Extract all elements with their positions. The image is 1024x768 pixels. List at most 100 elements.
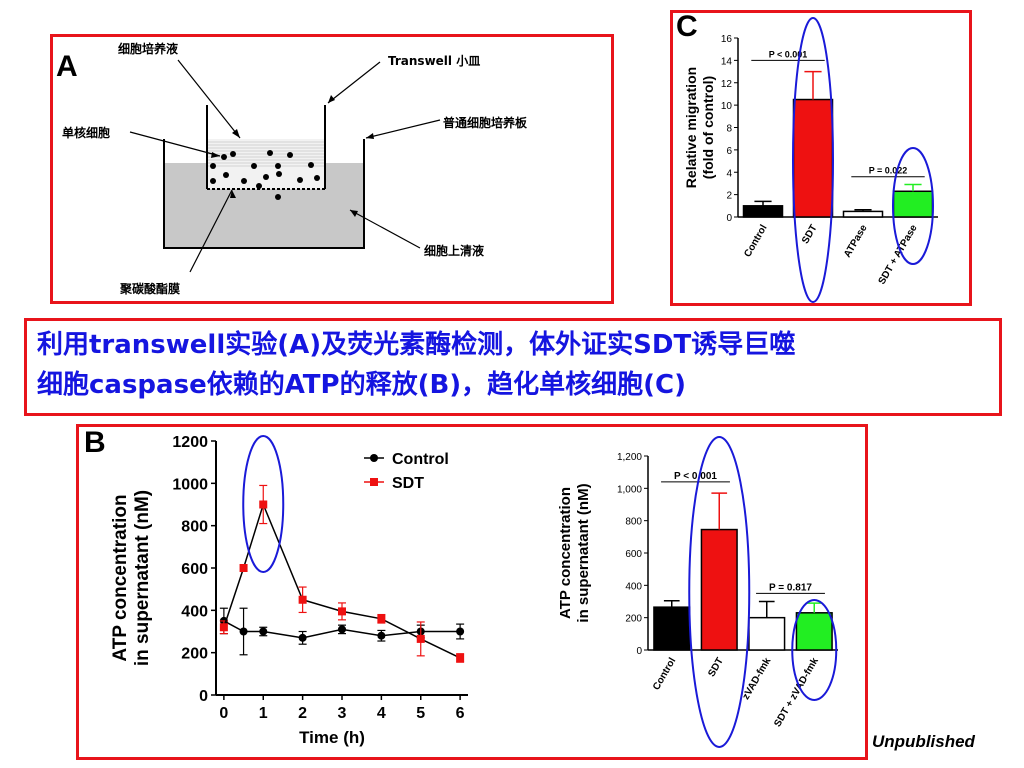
bar-zvad-fmk <box>748 616 786 651</box>
label-transwell: Transwell 小皿 <box>388 54 481 68</box>
control-point <box>338 625 346 634</box>
highlight-ellipse-sdt-zvad <box>791 599 838 701</box>
x-category-label: ATPase <box>842 223 870 260</box>
y-axis-label: in supernatant (nM) <box>575 483 592 622</box>
y-tick-label: 12 <box>721 79 733 90</box>
x-tick-label: 0 <box>219 705 228 722</box>
y-tick-label: 2 <box>726 191 732 202</box>
bar-atpase <box>842 210 884 218</box>
y-tick-label: 6 <box>726 146 732 157</box>
migration-bar-chart: 0 2 4 6 8 10 12 14 16 Relative migration (fold of … <box>683 17 938 303</box>
significance-label: P < 0.001 <box>674 471 717 482</box>
y-axis-label: in supernatant (nM) <box>132 490 153 666</box>
significance-label: P = 0.022 <box>869 166 908 176</box>
x-tick-label: 1 <box>259 705 268 722</box>
y-axis-label: (fold of control) <box>700 76 716 179</box>
transwell-diagram <box>129 59 441 273</box>
label-monocytes: 单核细胞 <box>62 126 111 140</box>
caption-line-2: 细胞caspase依赖的ATP的释放(B)，趋化单核细胞(C) <box>37 370 687 400</box>
y-tick-label: 800 <box>625 517 642 528</box>
y-tick-label: 1000 <box>172 476 208 493</box>
sdt-point <box>377 614 386 623</box>
bar-sdt-atpase <box>892 190 934 218</box>
sdt-point <box>259 500 268 509</box>
control-point <box>239 627 248 636</box>
y-axis-label: ATP concentration <box>110 494 131 661</box>
y-tick-label: 600 <box>625 549 642 560</box>
legend-label: Control <box>392 451 449 468</box>
x-tick-label: 2 <box>298 705 307 722</box>
y-tick-label: 200 <box>625 614 642 625</box>
y-tick-label: 400 <box>625 581 642 592</box>
y-axis-label: ATP concentration <box>557 487 574 619</box>
legend-marker <box>370 478 378 486</box>
atp-time-line-chart: 0 200 400 600 800 1000 1200 0 1 2 3 4 5 6 Time (h) ATP … <box>110 434 468 747</box>
sdt-series-line <box>223 502 461 659</box>
legend-label: SDT <box>392 475 424 492</box>
bar-control <box>742 205 784 218</box>
leader-arrows <box>129 59 441 273</box>
y-tick-label: 10 <box>721 101 733 112</box>
panel-c <box>670 10 972 306</box>
control-point <box>456 627 465 636</box>
bar-control <box>653 606 691 651</box>
plate-outline <box>163 139 365 249</box>
sdt-point <box>456 653 465 662</box>
significance-label: P = 0.817 <box>769 582 812 593</box>
sdt-point <box>298 595 307 604</box>
y-tick-label: 1,000 <box>617 484 642 495</box>
sdt-point <box>416 634 425 643</box>
y-tick-label: 800 <box>181 519 208 536</box>
panel-c-letter: C <box>676 10 698 43</box>
y-tick-label: 400 <box>181 603 208 620</box>
x-category-label: Control <box>742 223 769 259</box>
sdt-point <box>239 564 248 572</box>
control-point <box>377 631 386 640</box>
x-tick-label: 5 <box>416 705 425 722</box>
sdt-point <box>338 607 346 616</box>
bar-sdt <box>792 98 834 218</box>
panel-b-letter: B <box>84 426 106 459</box>
y-tick-label: 4 <box>726 168 732 179</box>
y-tick-label: 1,200 <box>617 452 642 463</box>
panel-a <box>50 34 614 304</box>
highlight-ellipse-sdt-atpase <box>892 147 934 265</box>
panel-a-letter: A <box>56 50 78 83</box>
x-tick-label: 3 <box>338 705 347 722</box>
highlight-ellipse-sdt <box>792 17 834 303</box>
monocyte-dots <box>210 150 320 200</box>
highlight-ellipse-peak <box>242 435 285 573</box>
y-tick-label: 200 <box>181 646 208 663</box>
control-point <box>298 633 307 642</box>
highlight-ellipse-sdt <box>688 436 751 748</box>
legend-marker <box>370 454 378 462</box>
y-tick-label: 8 <box>726 124 732 135</box>
bar-sdt <box>700 528 738 651</box>
x-category-label: SDT + ATPase <box>877 223 920 287</box>
x-axis-label: Time (h) <box>299 728 365 747</box>
y-tick-label: 0 <box>199 688 208 705</box>
x-tick-label: 6 <box>456 705 465 722</box>
insert-medium-fill <box>207 139 325 189</box>
x-category-label: SDT <box>800 223 820 246</box>
y-tick-label: 16 <box>721 34 733 45</box>
medium-hatch <box>207 141 325 167</box>
control-point <box>259 627 268 636</box>
significance-label: P < 0.001 <box>769 49 808 59</box>
y-tick-label: 14 <box>721 56 733 67</box>
x-category-label: SDT <box>706 656 726 679</box>
y-tick-label: 1200 <box>172 434 208 451</box>
x-category-label: Control <box>651 656 678 692</box>
label-plate: 普通细胞培养板 <box>443 116 528 130</box>
y-tick-label: 0 <box>726 213 732 224</box>
y-tick-label: 600 <box>181 561 208 578</box>
panel-b <box>76 424 868 760</box>
caption-line-1: 利用transwell实验(A)及荧光素酶检测，体外证实SDT诱导巨噬 <box>37 330 796 360</box>
label-culture-medium: 细胞培养液 <box>118 42 179 56</box>
label-supernatant: 细胞上清液 <box>424 244 485 258</box>
y-tick-label: 0 <box>636 646 642 657</box>
caption-box: 利用transwell实验(A)及荧光素酶检测，体外证实SDT诱导巨噬 细胞ca… <box>24 318 1002 416</box>
bar-sdt-zvad-fmk <box>795 612 833 651</box>
sdt-point <box>219 623 228 632</box>
label-membrane: 聚碳酸酯膜 <box>120 282 181 296</box>
